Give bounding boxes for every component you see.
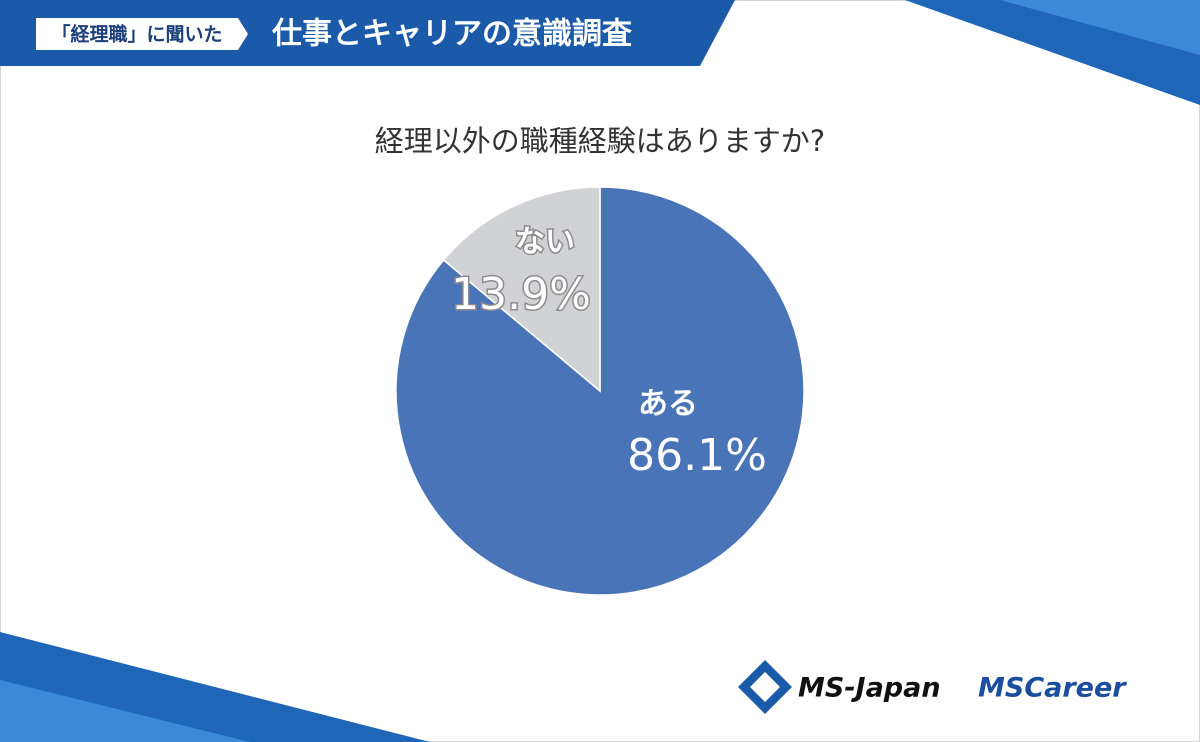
- value-label: 86.1%: [627, 430, 767, 481]
- decor-stripe: [1000, 0, 1200, 55]
- logo-icon: [738, 660, 792, 714]
- logo: MSCareer: [978, 673, 1127, 704]
- chart-title: 経理以外の職種経験はありますか?: [375, 124, 825, 158]
- pie-slice: [442, 186, 601, 393]
- logo: MS-Japan: [798, 673, 941, 704]
- slice-label: ある: [638, 387, 698, 422]
- value-label: 13.9%: [451, 269, 591, 320]
- header-tag: 「経理職」に聞いた: [51, 23, 222, 46]
- pie: ある 86.1% ない 13.9%: [395, 186, 805, 596]
- slice-label: ない: [515, 225, 575, 260]
- header-title: 仕事とキャリアの意識調査: [271, 17, 632, 52]
- decor-stripe: [0, 680, 250, 742]
- header-tag-box: [36, 18, 248, 50]
